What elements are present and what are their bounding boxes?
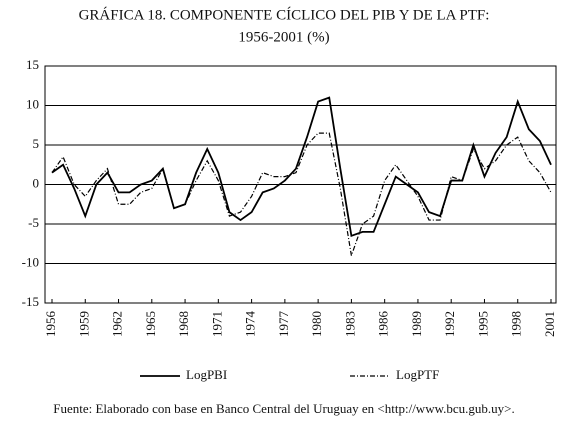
x-tick-label: 1980	[309, 311, 324, 337]
x-tick-label: 1974	[243, 311, 258, 338]
series-line	[51, 96, 552, 238]
x-tick-label: 1992	[442, 311, 457, 337]
chart-title: GRÁFICA 18. COMPONENTE CÍCLICO DEL PIB Y…	[79, 6, 490, 23]
series-line	[51, 132, 552, 256]
x-tick-label: 1956	[43, 311, 58, 338]
y-tick-label: 5	[33, 136, 40, 151]
y-tick-label: -5	[28, 215, 39, 230]
x-tick-label: 1977	[276, 311, 291, 338]
y-tick-label: 15	[26, 57, 39, 72]
x-tick-label: 1983	[342, 311, 357, 337]
source-note: Fuente: Elaborado con base en Banco Cent…	[53, 401, 514, 416]
y-tick-label: 0	[33, 175, 40, 190]
x-tick-label: 2001	[542, 311, 557, 337]
legend-label: LogPTF	[396, 367, 439, 382]
x-tick-label: 1968	[176, 311, 191, 337]
x-tick-label: 1971	[209, 311, 224, 337]
x-tick-label: 1998	[509, 311, 524, 337]
x-tick-label: 1962	[110, 311, 125, 337]
legend-label: LogPBI	[186, 367, 227, 382]
x-tick-label: 1995	[475, 311, 490, 337]
x-tick-label: 1965	[143, 311, 158, 337]
x-tick-label: 1959	[76, 311, 91, 337]
y-tick-label: -15	[22, 294, 39, 309]
chart-subtitle: 1956-2001 (%)	[238, 29, 329, 45]
y-tick-label: -10	[22, 254, 39, 269]
x-tick-label: 1989	[409, 311, 424, 337]
x-tick-label: 1986	[376, 311, 391, 338]
y-tick-label: 10	[26, 96, 39, 111]
